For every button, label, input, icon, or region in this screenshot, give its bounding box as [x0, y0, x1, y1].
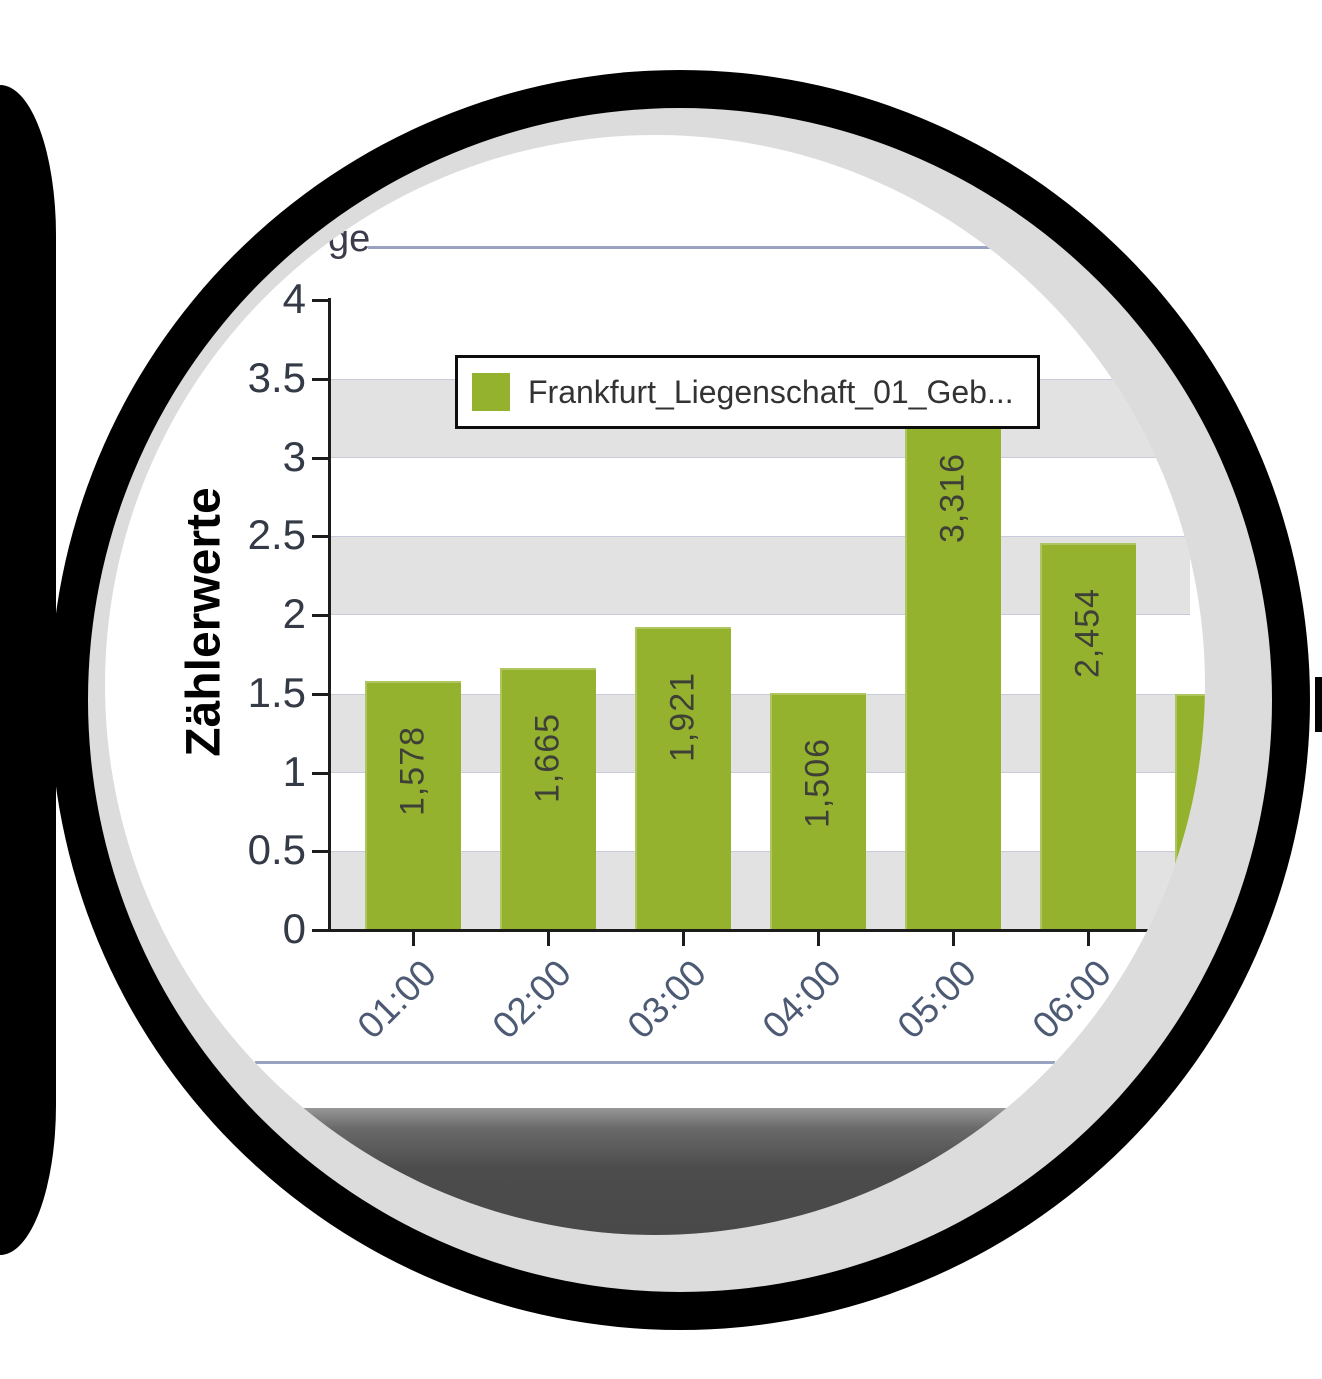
bar: [635, 627, 731, 930]
bar-value-label: 3,316: [933, 452, 972, 543]
y-tick-label: 3.5: [247, 353, 306, 401]
top-divider-line: [368, 246, 993, 249]
bar-value-label: 1,665: [528, 712, 567, 803]
y-tick: [312, 614, 328, 617]
bar-value-label: 2,454: [1068, 588, 1107, 679]
left-edge-shape: [0, 85, 56, 1255]
x-axis-line: [328, 929, 1160, 932]
y-tick: [312, 850, 328, 854]
y-tick-label: 2: [282, 590, 306, 637]
y-tick-label: 4: [282, 275, 306, 322]
bar-value-label: 1,578: [393, 726, 432, 817]
y-tick-label: 0: [282, 905, 306, 952]
legend-series-label: Frankfurt_Liegenschaft_01_Geb...: [528, 373, 1014, 410]
bar: [1040, 543, 1136, 930]
bottom-divider-line: [255, 1061, 1055, 1064]
x-tick-label: 06:00: [1024, 952, 1119, 1047]
chart-legend: Frankfurt_Liegenschaft_01_Geb...: [455, 355, 1040, 429]
partial-bar: [1175, 693, 1205, 930]
y-tick: [312, 771, 328, 775]
bar-value-label: 1,506: [798, 737, 837, 828]
x-tick-label: 03:00: [619, 952, 714, 1047]
magnifier-lens: 1,578 1,665 1,921 1,506 3,316 2,454 0 0.5 1 1.5 2…: [105, 135, 1205, 1235]
y-tick: [312, 299, 328, 302]
y-tick: [312, 929, 328, 932]
bar-value-label: 1,921: [663, 672, 702, 763]
x-tick: [817, 931, 820, 946]
bar: [500, 667, 596, 930]
y-tick-label: 3: [282, 432, 306, 480]
bottom-dark-panel: [105, 1108, 1205, 1235]
y-tick: [312, 456, 328, 460]
legend-swatch-icon: [472, 373, 510, 411]
y-tick-label: 1: [282, 747, 306, 795]
bar: [365, 681, 461, 930]
y-tick: [312, 377, 328, 381]
y-tick-label: 0.5: [247, 826, 306, 874]
x-tick: [682, 931, 685, 946]
y-axis-line: [328, 298, 331, 931]
y-axis-title: Zählerwerte: [177, 487, 231, 757]
y-tick-label: 2.5: [247, 511, 306, 559]
y-tick-label: 1.5: [247, 668, 306, 716]
bar: [905, 407, 1001, 930]
x-tick-label: 05:00: [889, 952, 984, 1047]
x-tick: [547, 931, 550, 946]
x-tick-label: 02:00: [484, 952, 579, 1047]
x-tick-label: 04:00: [754, 952, 849, 1047]
right-edge-fragment: [1315, 677, 1322, 732]
bar: [770, 692, 866, 930]
x-tick: [412, 931, 415, 946]
y-tick: [312, 535, 328, 539]
x-tick-label: 01:00: [349, 952, 444, 1047]
partial-title-text: ge: [328, 218, 371, 260]
x-tick: [1087, 931, 1090, 946]
y-tick: [312, 692, 328, 696]
x-tick: [952, 931, 955, 946]
bar-chart: 1,578 1,665 1,921 1,506 3,316 2,454 0 0.5 1 1.5 2…: [105, 135, 1205, 1235]
